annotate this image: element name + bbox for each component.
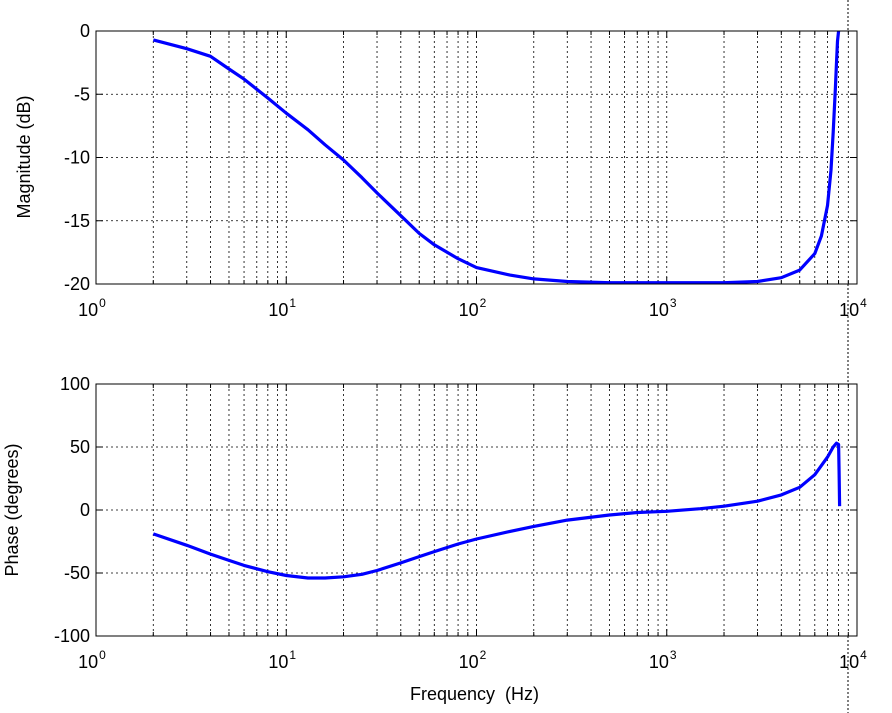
axes-frame	[95, 383, 858, 637]
x-axis-label: Frequency (Hz)	[410, 684, 539, 704]
y-tick-label: 50	[70, 437, 90, 457]
y-tick-label: -10	[64, 148, 90, 168]
x-tick-label: 104	[839, 296, 867, 320]
x-tick-label: 103	[649, 648, 677, 672]
y-tick-label: 0	[80, 500, 90, 520]
axes-frame	[95, 30, 858, 285]
x-tick-label: 103	[649, 296, 677, 320]
series-line	[152, 441, 842, 580]
x-tick-label: 104	[839, 648, 867, 672]
x-tick-label: 101	[268, 648, 296, 672]
x-tick-label: 101	[268, 296, 296, 320]
y-tick-label: 100	[60, 374, 90, 394]
x-tick-label: 100	[78, 648, 106, 672]
y-tick-label: -100	[54, 626, 90, 646]
y-tick-label: -20	[64, 274, 90, 294]
y-tick-label: -50	[64, 563, 90, 583]
series-line	[152, 30, 841, 285]
x-tick-label: 102	[459, 296, 487, 320]
y-axis-label: Magnitude (dB)	[14, 95, 34, 218]
y-axis-label: Phase (degrees)	[2, 443, 22, 576]
y-tick-label: -5	[74, 84, 90, 104]
x-tick-label: 100	[78, 296, 106, 320]
y-tick-label: -15	[64, 211, 90, 231]
x-tick-label: 102	[459, 648, 487, 672]
y-tick-label: 0	[80, 21, 90, 41]
